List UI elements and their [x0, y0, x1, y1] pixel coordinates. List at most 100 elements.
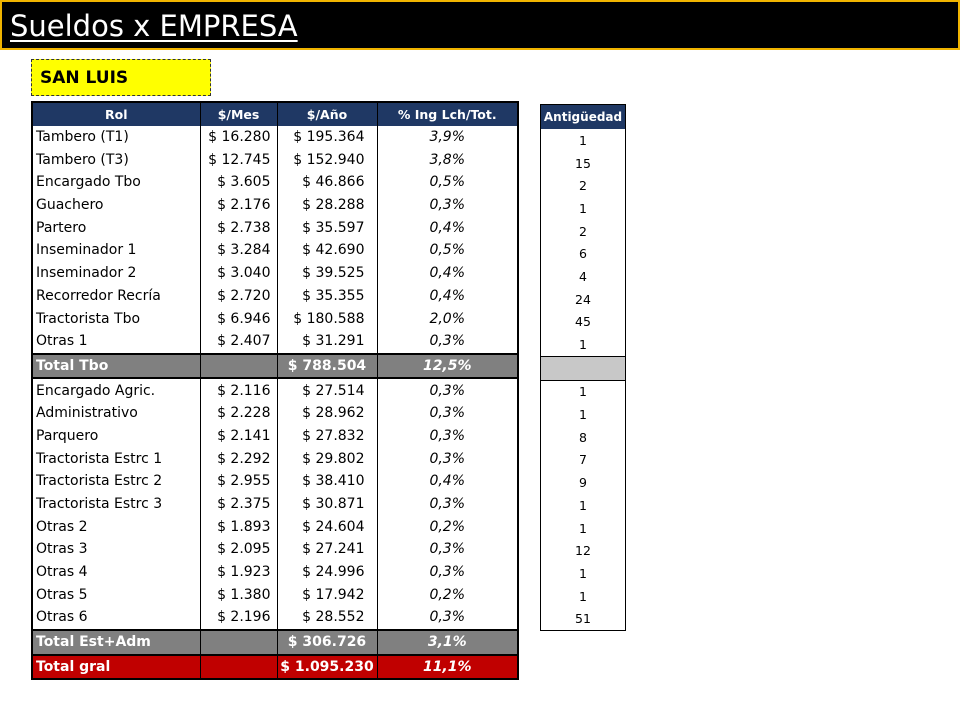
table-row: Otras 3 $ 2.095 $ 27.241 0,3%	[31, 538, 519, 561]
antiguedad-cell: 9	[579, 475, 587, 491]
antiguedad-table: Antigüedad 1 15 2 1 2 6 4 24 45 1 1 1 8 7 9 1 1 12 1 1 51	[540, 104, 626, 632]
ano-cell: $ 28.552	[276, 606, 378, 630]
pct-cell: 0,3%	[376, 424, 519, 448]
pct-cell: 0,3%	[376, 378, 519, 402]
ano-cell: $ 28.288	[276, 193, 378, 217]
salary-header-row: Rol $/Mes $/Año % Ing Lch/Tot.	[31, 102, 519, 126]
pct-cell: 0,4%	[376, 284, 519, 308]
mes-cell: $ 2.228	[199, 401, 278, 425]
ano-cell: $ 42.690	[276, 239, 378, 262]
pct-cell: 0,5%	[376, 171, 519, 194]
table-row: Tractorista Estrc 1 $ 2.292 $ 29.802 0,3%	[31, 447, 519, 470]
antiguedad-row: 1	[541, 562, 626, 585]
antiguedad-cell: 12	[575, 543, 591, 559]
ano-cell: $ 46.866	[276, 171, 378, 194]
antiguedad-row: 1	[541, 380, 626, 403]
antiguedad-row: 1	[541, 517, 626, 540]
antiguedad-separator	[540, 355, 626, 381]
rol-cell: Tambero (T3)	[31, 148, 201, 172]
antiguedad-row: 9	[541, 471, 626, 494]
mes-cell: $ 3.605	[199, 171, 278, 194]
antiguedad-cell: 4	[579, 268, 587, 284]
antiguedad-row: 2	[541, 174, 626, 197]
pct-cell: 3,8%	[376, 148, 519, 172]
antiguedad-cell: 2	[579, 178, 587, 194]
mes-cell: $ 1.380	[199, 583, 278, 607]
antiguedad-row: 1	[541, 403, 626, 426]
mes-cell: $ 2.196	[199, 606, 278, 630]
antiguedad-cell: 1	[579, 565, 587, 581]
total-label: Total gral	[31, 653, 201, 680]
total-label: Total Tbo	[31, 352, 201, 380]
table-row: Tambero (T3) $ 12.745 $ 152.940 3,8%	[31, 148, 519, 172]
rol-cell: Otras 2	[31, 515, 201, 539]
ano-cell: $ 180.588	[276, 307, 378, 330]
rol-cell: Otras 5	[31, 583, 201, 607]
antiguedad-row: 6	[541, 242, 626, 265]
total-est-row: Total Est+Adm $ 306.726 3,1%	[31, 628, 519, 656]
table-row: Tambero (T1) $ 16.280 $ 195.364 3,9%	[31, 125, 519, 149]
total-mes-cell	[199, 628, 278, 656]
header-ano: $/Año	[276, 102, 378, 126]
region-label: SAN LUIS	[31, 59, 211, 96]
header-rol: Rol	[31, 102, 201, 126]
antiguedad-row: 1	[541, 197, 626, 220]
mes-cell: $ 1.923	[199, 560, 278, 584]
mes-cell: $ 2.720	[199, 284, 278, 308]
pct-cell: 0,3%	[376, 538, 519, 561]
antiguedad-cell: 2	[579, 223, 587, 239]
table-row: Guachero $ 2.176 $ 28.288 0,3%	[31, 193, 519, 217]
antiguedad-cell: 7	[579, 452, 587, 468]
header-mes: $/Mes	[199, 102, 278, 126]
rol-cell: Otras 1	[31, 329, 201, 354]
table-row: Tractorista Estrc 2 $ 2.955 $ 38.410 0,4%	[31, 470, 519, 493]
ano-cell: $ 39.525	[276, 261, 378, 285]
antiguedad-cell: 8	[579, 429, 587, 445]
antiguedad-row: 2	[541, 220, 626, 243]
rol-cell: Otras 3	[31, 538, 201, 561]
rol-cell: Parquero	[31, 424, 201, 448]
table-row: Encargado Agric. $ 2.116 $ 27.514 0,3%	[31, 378, 519, 402]
total-pct-cell: 12,5%	[376, 352, 519, 380]
rol-cell: Tractorista Estrc 2	[31, 470, 201, 493]
antiguedad-row: 1	[541, 494, 626, 517]
mes-cell: $ 2.176	[199, 193, 278, 217]
total-ano-cell: $ 1.095.230	[276, 653, 378, 680]
antiguedad-cell: 6	[579, 246, 587, 262]
mes-cell: $ 2.738	[199, 216, 278, 240]
antiguedad-row: 1	[541, 585, 626, 608]
ano-cell: $ 195.364	[276, 125, 378, 149]
antiguedad-cell: 51	[575, 611, 591, 627]
mes-cell: $ 3.284	[199, 239, 278, 262]
antiguedad-cell: 1	[579, 520, 587, 536]
mes-cell: $ 12.745	[199, 148, 278, 172]
table-row: Otras 6 $ 2.196 $ 28.552 0,3%	[31, 606, 519, 630]
table-row: Tractorista Tbo $ 6.946 $ 180.588 2,0%	[31, 307, 519, 330]
table-row: Inseminador 2 $ 3.040 $ 39.525 0,4%	[31, 261, 519, 285]
rol-cell: Encargado Agric.	[31, 378, 201, 402]
table-row: Otras 4 $ 1.923 $ 24.996 0,3%	[31, 560, 519, 584]
pct-cell: 0,3%	[376, 492, 519, 516]
mes-cell: $ 2.141	[199, 424, 278, 448]
antiguedad-row: 8	[541, 426, 626, 449]
rol-cell: Otras 6	[31, 606, 201, 630]
antiguedad-cell: 1	[579, 200, 587, 216]
antiguedad-cell: 45	[575, 314, 591, 330]
total-pct-cell: 3,1%	[376, 628, 519, 656]
rol-cell: Otras 4	[31, 560, 201, 584]
ano-cell: $ 24.996	[276, 560, 378, 584]
ano-cell: $ 35.355	[276, 284, 378, 308]
ano-cell: $ 152.940	[276, 148, 378, 172]
total-mes-cell	[199, 653, 278, 680]
separator-cell	[540, 355, 626, 381]
total-pct-cell: 11,1%	[376, 653, 519, 680]
table-row: Otras 1 $ 2.407 $ 31.291 0,3%	[31, 329, 519, 354]
table-row: Partero $ 2.738 $ 35.597 0,4%	[31, 216, 519, 240]
ano-cell: $ 38.410	[276, 470, 378, 493]
antiguedad-row: 1	[541, 333, 626, 356]
antiguedad-cell: 24	[575, 291, 591, 307]
pct-cell: 0,4%	[376, 216, 519, 240]
antiguedad-cell: 1	[579, 337, 587, 353]
pct-cell: 0,3%	[376, 606, 519, 630]
title-bar: Sueldos x EMPRESA	[0, 0, 960, 50]
